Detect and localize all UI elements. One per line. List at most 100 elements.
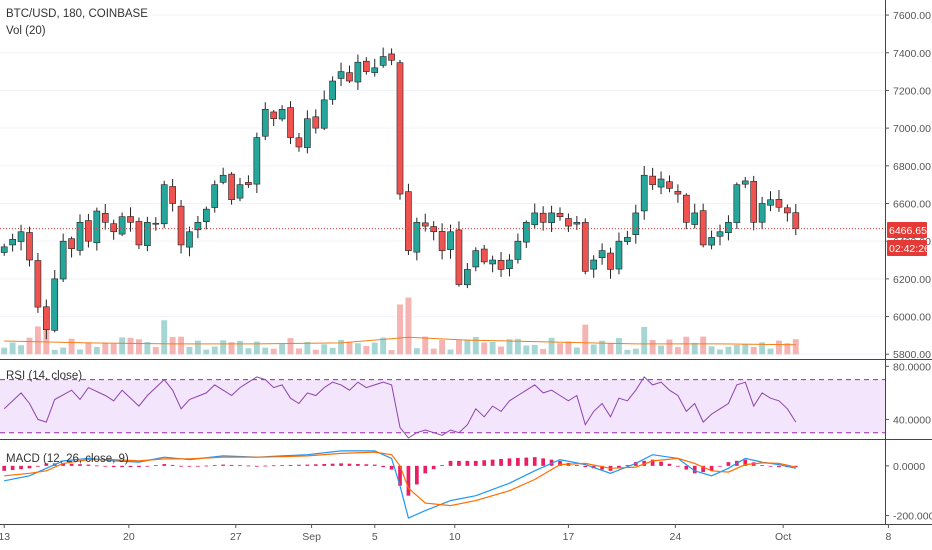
time-axis-tick-label: 13 bbox=[0, 531, 10, 543]
price-axis-tick-label: 7400.00 bbox=[893, 48, 931, 60]
candle bbox=[337, 62, 345, 87]
volume-bar bbox=[287, 338, 294, 355]
macd-histogram-bar bbox=[625, 465, 630, 466]
candle bbox=[497, 251, 505, 277]
macd-histogram-bar bbox=[558, 460, 562, 466]
candle bbox=[101, 203, 109, 230]
macd-signal-line bbox=[4, 451, 796, 507]
candle-body bbox=[17, 231, 25, 242]
candle bbox=[691, 203, 699, 229]
candle bbox=[346, 65, 353, 84]
macd-histogram-bar bbox=[212, 465, 217, 466]
candle-body bbox=[160, 184, 168, 225]
macd-histogram-bar bbox=[2, 465, 7, 471]
candle-body bbox=[725, 222, 732, 233]
volume-bar bbox=[649, 339, 656, 355]
candle-body bbox=[261, 108, 269, 137]
candle bbox=[261, 102, 269, 141]
candle bbox=[615, 232, 623, 275]
candle-body bbox=[565, 218, 572, 227]
volume-bar bbox=[759, 342, 766, 355]
candlestick-series bbox=[0, 47, 800, 340]
candle bbox=[464, 263, 471, 289]
macd-histogram-bar bbox=[103, 465, 108, 467]
candle bbox=[219, 167, 227, 185]
candle-body bbox=[219, 174, 227, 183]
candle-body bbox=[640, 174, 648, 212]
candle-body bbox=[354, 61, 362, 83]
candle bbox=[413, 217, 421, 261]
candle-body bbox=[396, 62, 404, 195]
macd-histogram-bar bbox=[650, 459, 655, 466]
volume-bar bbox=[607, 343, 614, 355]
time-axis-tick-label: 17 bbox=[563, 531, 575, 543]
macd-histogram-bar bbox=[246, 465, 251, 467]
candle-body bbox=[177, 205, 185, 246]
volume-bar bbox=[523, 345, 530, 355]
time-axis[interactable]: 13 20 27 Sep 5 10 17 24 Oct 8 bbox=[0, 524, 891, 543]
candle bbox=[548, 205, 555, 233]
volume-bar bbox=[792, 339, 799, 355]
candle-body bbox=[539, 212, 547, 223]
volume-bar bbox=[557, 343, 563, 355]
candle bbox=[379, 47, 387, 68]
candle-body bbox=[548, 212, 555, 224]
price-axis[interactable]: 7600.00 7400.00 7200.00 7000.00 6800.00 6600.… bbox=[885, 10, 931, 361]
candle bbox=[278, 105, 286, 122]
volume-bar bbox=[776, 340, 782, 355]
candle-body bbox=[245, 182, 252, 185]
candle-body bbox=[362, 60, 370, 72]
candle-body bbox=[312, 116, 320, 129]
candle bbox=[85, 213, 92, 248]
rsi-axis-tick-label: 80.0000 bbox=[893, 361, 931, 373]
rsi-pane[interactable] bbox=[0, 376, 885, 439]
candle-body bbox=[135, 221, 143, 246]
macd-histogram-bar bbox=[44, 463, 49, 466]
volume-bar bbox=[582, 324, 589, 355]
candle bbox=[371, 58, 379, 77]
macd-histogram-bar bbox=[179, 465, 183, 467]
macd-histogram-bar bbox=[356, 463, 360, 466]
candle bbox=[565, 213, 572, 233]
volume-bar bbox=[447, 349, 454, 355]
volume-bar bbox=[321, 344, 328, 355]
macd-axis[interactable]: 0.0000 -200.0000 bbox=[885, 461, 932, 523]
volume-bar bbox=[733, 345, 740, 355]
volume-bar bbox=[573, 347, 580, 355]
candle bbox=[354, 54, 362, 90]
candle bbox=[253, 132, 261, 194]
rsi-axis[interactable]: 80.0000 40.0000 bbox=[885, 361, 931, 426]
last-price-tag-background bbox=[887, 222, 927, 238]
candle-body bbox=[691, 212, 699, 225]
macd-histogram-bar bbox=[524, 457, 529, 466]
candle-body bbox=[379, 56, 387, 66]
volume-bar bbox=[708, 346, 715, 355]
macd-histogram-bar bbox=[507, 458, 512, 466]
candle bbox=[0, 243, 8, 256]
macd-histogram-bar bbox=[313, 464, 318, 466]
candle bbox=[135, 217, 143, 250]
macd-histogram-bar bbox=[322, 463, 327, 466]
volume-bar bbox=[338, 339, 344, 355]
candle-body bbox=[792, 212, 800, 229]
candle bbox=[177, 199, 185, 254]
candle bbox=[160, 180, 168, 228]
candle-body bbox=[127, 216, 134, 223]
candle-body bbox=[784, 207, 791, 214]
macd-histogram-bar bbox=[229, 464, 234, 466]
candle-body bbox=[9, 238, 16, 246]
candle bbox=[194, 216, 202, 239]
volume-bar bbox=[363, 345, 370, 355]
bar-countdown-value: 02:42:26 bbox=[889, 243, 930, 255]
price-pane[interactable] bbox=[0, 14, 885, 355]
macd-histogram-bar bbox=[204, 465, 209, 467]
macd-pane[interactable] bbox=[2, 450, 798, 519]
candle bbox=[59, 233, 67, 282]
macd-histogram-bar bbox=[111, 465, 116, 468]
candle-body bbox=[152, 222, 160, 225]
candle bbox=[708, 230, 715, 250]
volume-bar bbox=[110, 343, 117, 355]
candle-body bbox=[59, 240, 67, 280]
volume-bar bbox=[405, 297, 412, 355]
